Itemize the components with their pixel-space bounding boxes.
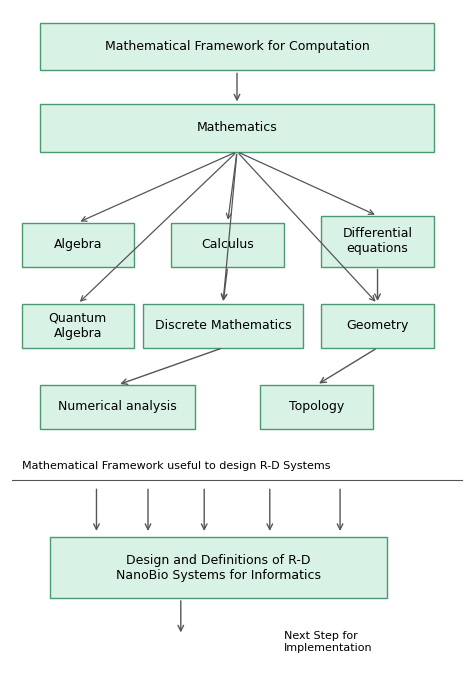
Text: Mathematical Framework for Computation: Mathematical Framework for Computation [105, 40, 369, 53]
Text: Numerical analysis: Numerical analysis [58, 400, 177, 413]
Text: Mathematical Framework useful to design R-D Systems: Mathematical Framework useful to design … [21, 461, 330, 471]
Text: Differential
equations: Differential equations [343, 227, 412, 255]
Text: Quantum
Algebra: Quantum Algebra [49, 312, 107, 340]
Text: Discrete Mathematics: Discrete Mathematics [155, 319, 291, 332]
FancyBboxPatch shape [21, 303, 134, 348]
FancyBboxPatch shape [40, 104, 434, 151]
FancyBboxPatch shape [321, 216, 434, 267]
FancyBboxPatch shape [40, 23, 434, 70]
Text: Topology: Topology [289, 400, 344, 413]
FancyBboxPatch shape [172, 222, 284, 267]
Text: Calculus: Calculus [201, 238, 254, 251]
FancyBboxPatch shape [321, 303, 434, 348]
Text: Next Step for
Implementation: Next Step for Implementation [284, 632, 373, 653]
FancyBboxPatch shape [50, 537, 387, 598]
FancyBboxPatch shape [260, 385, 373, 429]
FancyBboxPatch shape [40, 385, 195, 429]
FancyBboxPatch shape [21, 222, 134, 267]
Text: Algebra: Algebra [54, 238, 102, 251]
Text: Design and Definitions of R-D
NanoBio Systems for Informatics: Design and Definitions of R-D NanoBio Sy… [116, 554, 321, 582]
Text: Geometry: Geometry [346, 319, 409, 332]
Text: Mathematics: Mathematics [197, 121, 277, 134]
FancyBboxPatch shape [143, 303, 302, 348]
